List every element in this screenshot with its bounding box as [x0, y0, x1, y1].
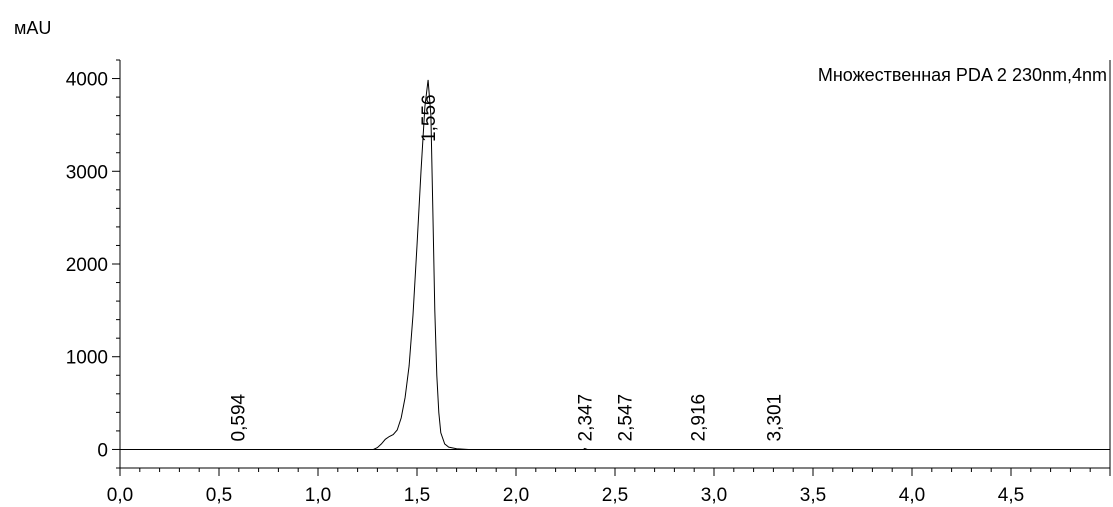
- y-axis-unit-label: мAU: [14, 18, 51, 38]
- y-tick-label: 1000: [66, 348, 108, 369]
- peak-rt-label: 3,301: [765, 394, 786, 442]
- x-tick-label: 3,5: [800, 485, 826, 506]
- x-tick-label: 1,0: [305, 485, 331, 506]
- peak-rt-label: 2,547: [615, 394, 636, 442]
- y-tick-label: 3000: [66, 162, 108, 183]
- x-tick-label: 3,0: [701, 485, 727, 506]
- series-group: [120, 79, 1110, 450]
- x-tick-label: 4,0: [899, 485, 925, 506]
- chromatogram-series-line: [120, 79, 1110, 450]
- x-tick-label: 0,5: [206, 485, 232, 506]
- y-axis-ticks: 0 1000 2000 3000 4000: [66, 59, 120, 469]
- peak-labels: 0,594 1,556 2,347 2,547 2,916 3,301: [229, 94, 786, 441]
- y-tick-label: 4000: [66, 70, 108, 91]
- legend-label: Множественная PDA 2 230nm,4nm: [818, 65, 1107, 85]
- x-tick-label: 0,0: [107, 485, 133, 506]
- peak-rt-label: 0,594: [229, 393, 250, 441]
- y-tick-label: 2000: [66, 255, 108, 276]
- peak-rt-label: 1,556: [419, 94, 440, 142]
- x-tick-label: 2,0: [503, 485, 529, 506]
- x-tick-label: 1,5: [404, 485, 430, 506]
- x-axis-ticks: 0,0 0,5 1,0 1,5 2,0 2,5 3,0 3,5 4,0 4,5: [107, 468, 1111, 506]
- x-tick-label: 4,5: [998, 485, 1024, 506]
- x-tick-label: 2,5: [602, 485, 628, 506]
- peak-rt-label: 2,347: [576, 394, 597, 442]
- y-tick-label: 0: [97, 440, 108, 461]
- peak-rt-label: 2,916: [688, 394, 709, 442]
